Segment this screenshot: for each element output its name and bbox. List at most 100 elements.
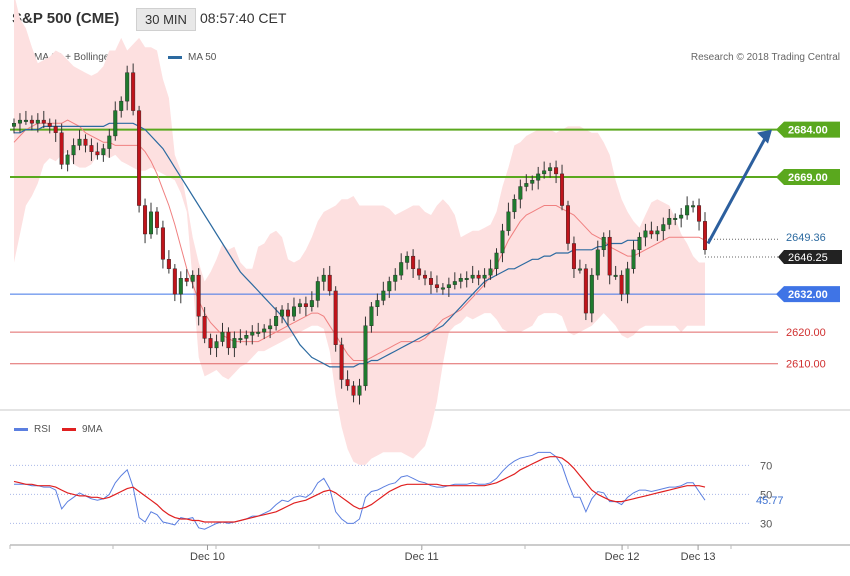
candle-body xyxy=(262,328,267,333)
candle-body xyxy=(482,274,487,279)
ma20-line xyxy=(13,119,706,361)
candle-body xyxy=(393,274,398,282)
candle-body xyxy=(685,205,690,216)
candle-body xyxy=(333,290,338,345)
candle-body xyxy=(589,274,594,314)
candle-body xyxy=(452,281,457,285)
candlesticks xyxy=(12,63,707,405)
candle-body xyxy=(601,236,606,251)
candle-body xyxy=(643,230,648,238)
candle-body xyxy=(470,274,475,279)
candle-body xyxy=(286,309,291,317)
timeframe-badge[interactable]: 30 MIN xyxy=(136,8,196,31)
header-bar: S&P 500 (CME) 30 MIN 08:57:40 CET xyxy=(0,0,850,38)
candle-body xyxy=(405,255,410,263)
candle-body xyxy=(35,119,40,124)
candle-body xyxy=(226,331,231,349)
candle-body xyxy=(506,211,511,232)
candle-body xyxy=(339,344,344,380)
candle-body xyxy=(619,274,624,295)
candle-body xyxy=(244,335,249,339)
candle-body xyxy=(178,278,183,295)
arrow-shaft xyxy=(706,135,768,245)
candle-body xyxy=(220,331,225,342)
candle-body xyxy=(661,224,666,232)
candle-body xyxy=(214,341,219,349)
candle-body xyxy=(548,167,553,171)
candle-body xyxy=(673,217,678,220)
candle-body xyxy=(363,325,368,387)
candle-body xyxy=(196,274,201,317)
level-price-tag xyxy=(776,286,840,303)
x-axis: Dec 10 Dec 11 Dec 12 Dec 13 xyxy=(9,545,732,563)
level-price-tag xyxy=(780,355,838,372)
candle-body xyxy=(518,186,523,200)
level-price-tag xyxy=(780,324,838,341)
rsi-tick-label: 30 xyxy=(760,518,772,530)
candle-body xyxy=(607,236,612,276)
arrow-head xyxy=(757,129,772,144)
candle-body xyxy=(697,205,702,222)
candle-body xyxy=(631,249,636,269)
candle-body xyxy=(464,278,469,280)
candle-body xyxy=(95,151,100,156)
candle-body xyxy=(577,268,582,271)
legend-rsi-label: RSI xyxy=(34,424,51,435)
candle-body xyxy=(357,385,362,396)
candle-body xyxy=(512,198,517,213)
candle-body xyxy=(107,135,112,149)
candle-body xyxy=(297,303,302,307)
candle-body xyxy=(202,316,207,339)
candle-body xyxy=(53,126,58,133)
legend-ma50-label: MA 50 xyxy=(188,52,217,63)
rsi-9ma-line xyxy=(13,456,706,523)
legend-9ma: 9MA xyxy=(62,424,103,435)
level-price-label: 2620.00 xyxy=(786,327,826,339)
rsi-current-value: 45.77 xyxy=(756,495,784,507)
level-price-tag xyxy=(776,121,840,138)
candle-body xyxy=(190,274,195,282)
candle-body xyxy=(351,385,356,396)
rsi-panel: 30 50 70 45.77 xyxy=(10,451,784,530)
candle-body xyxy=(613,274,618,277)
candle-body xyxy=(160,227,165,260)
candle-body xyxy=(583,268,588,314)
candle-body xyxy=(428,278,433,285)
candle-body xyxy=(321,274,326,282)
rsi-tick-label: 50 xyxy=(760,489,772,501)
candle-body xyxy=(691,205,696,208)
candle-body xyxy=(571,243,576,269)
candle-body xyxy=(83,138,88,146)
candle-body xyxy=(23,119,28,122)
candle-body xyxy=(119,100,124,111)
x-tick-label: Dec 10 xyxy=(190,551,225,563)
candle-body xyxy=(208,338,213,349)
ma9-swatch xyxy=(62,428,76,431)
price-labels: 2684.00 2669.00 2632.00 2620.00 2610.00 2649.… xyxy=(705,121,842,372)
candle-body xyxy=(250,331,255,336)
candle-body xyxy=(327,274,332,292)
bollinger-bands xyxy=(14,0,705,465)
candle-body xyxy=(387,281,392,292)
candle-body xyxy=(667,217,672,225)
legend-9ma-label: 9MA xyxy=(82,424,103,435)
forecast-arrow xyxy=(706,129,772,245)
candle-body xyxy=(17,119,22,124)
candle-body xyxy=(256,331,261,334)
current-price-tag xyxy=(778,250,842,265)
rsi-swatch xyxy=(14,428,28,431)
candle-body xyxy=(375,300,380,307)
research-credit: Research © 2018 Trading Central xyxy=(690,52,840,63)
candle-body xyxy=(524,183,529,187)
candle-body xyxy=(595,249,600,276)
ma-value-label: 2649.36 xyxy=(786,232,826,244)
candle-body xyxy=(655,230,660,235)
candle-body xyxy=(268,325,273,330)
ma50-line xyxy=(14,122,640,368)
candle-body xyxy=(399,262,404,276)
candle-body xyxy=(71,145,76,156)
candle-body xyxy=(309,300,314,307)
candle-body xyxy=(530,180,535,184)
candle-body xyxy=(536,173,541,181)
